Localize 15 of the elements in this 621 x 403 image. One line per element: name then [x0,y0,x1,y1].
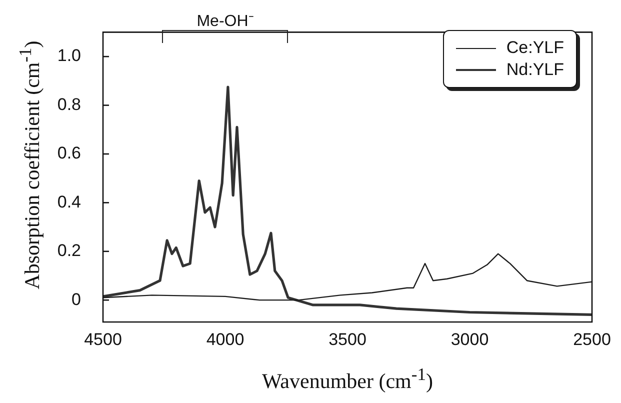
x-tick-label: 3500 [328,330,366,349]
y-tick-label: 0.6 [57,144,81,163]
text: Me-OH⁻ [196,12,254,31]
y-tick-label: 0.4 [57,192,81,212]
x-tick-label: 2500 [573,330,611,349]
y-tick-label: 0.8 [57,94,81,114]
x-tick-label: 4500 [84,330,122,349]
y-tick-label: 0.2 [57,241,81,260]
x-axis-title: Wavenumber (cm$^{-1}$) [261,364,434,394]
y-tick-label: 0 [72,290,81,309]
x-tick-label: 4000 [206,330,244,349]
y-tick-label: 1.0 [57,46,81,66]
x-tick-label: 3000 [450,330,489,349]
legend-label: Nd:YLF [506,59,564,81]
legend-label: Ce:YLF [506,37,564,59]
